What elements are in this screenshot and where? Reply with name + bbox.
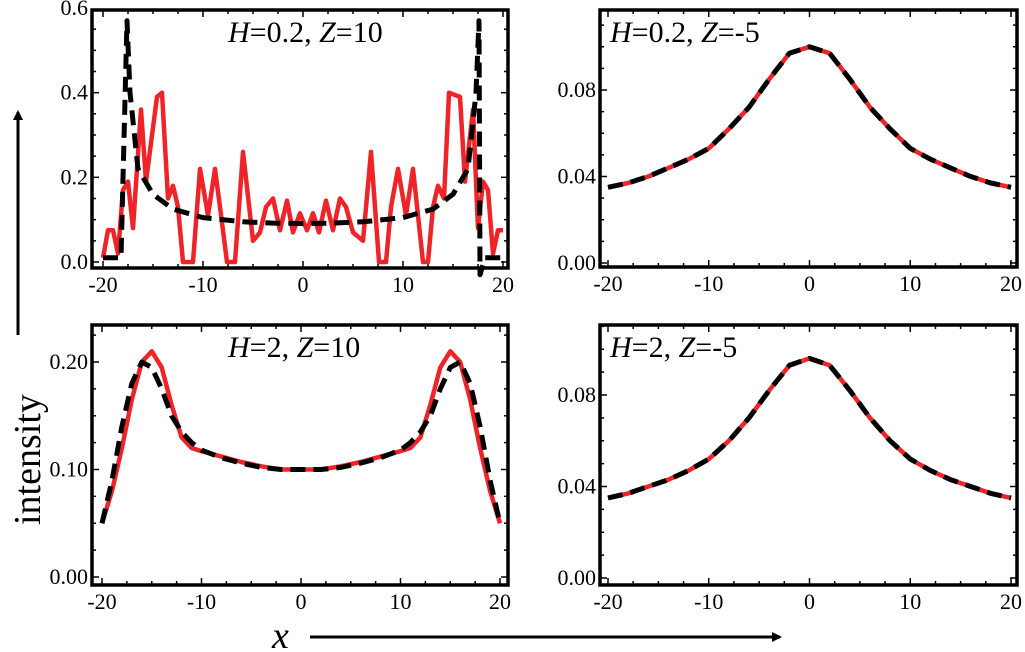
dashed-series-line	[607, 44, 1012, 190]
x-tick-label: 10	[899, 589, 921, 614]
panel-title: H=0.2, Z=-5	[609, 16, 760, 49]
y-axis-label: intensity	[7, 394, 49, 525]
dashed-series-line	[99, 359, 503, 524]
dashed-series-line	[103, 18, 503, 278]
plot-frame	[90, 8, 510, 270]
y-tick-label: 0.00	[50, 564, 89, 589]
x-tick-label: 20	[1000, 589, 1022, 614]
x-tick-label: 10	[390, 589, 412, 614]
y-tick-label: 0.2	[61, 164, 89, 189]
plot-frame	[598, 323, 1019, 587]
panel-4: -20 -10 0 10 20 0.00 0.04 0.08 H=2, Z=-5	[558, 323, 1022, 614]
y-tick-label: 0.00	[558, 565, 597, 590]
y-tick-label: 0.4	[61, 80, 89, 105]
x-tick-label: -20	[87, 589, 116, 614]
x-tick-label: 10	[899, 271, 921, 296]
x-tick-label: 10	[392, 272, 414, 297]
x-tick-label: 0	[804, 271, 815, 296]
x-tick-label: 20	[1000, 271, 1022, 296]
y-tick-label: 0.04	[558, 474, 597, 499]
x-tick-label: 0	[296, 589, 307, 614]
x-tick-label: 0	[804, 589, 815, 614]
y-tick-label: 0.10	[50, 457, 89, 482]
x-tick-label: -10	[188, 272, 217, 297]
panel-title: H=2, Z=-5	[609, 331, 737, 364]
x-tick-label: 20	[492, 272, 514, 297]
y-tick-label: 0.6	[61, 0, 89, 20]
panel-title: H=2, Z=10	[227, 331, 360, 364]
y-tick-label: 0.04	[558, 164, 597, 189]
y-tick-label: 0.20	[50, 349, 89, 374]
solid-series-line	[100, 90, 503, 265]
panel-2: -20 -10 0 10 20 0.00 0.04 0.08 H=0.2, Z=-5	[558, 8, 1022, 296]
x-tick-label: 0	[298, 272, 309, 297]
x-tick-label: -20	[593, 271, 622, 296]
dashed-series-line	[607, 355, 1012, 501]
y-tick-label: 0.00	[558, 250, 597, 275]
y-tick-label: 0.0	[61, 249, 89, 274]
panel-title: H=0.2, Z=10	[227, 16, 383, 49]
x-axis-label: x	[271, 615, 289, 652]
x-tick-label: -20	[88, 272, 117, 297]
x-tick-label: -10	[694, 271, 723, 296]
y-tick-label: 0.08	[558, 77, 597, 102]
panel-3: -20 -10 0 10 20 0.00 0.10 0.20 H=2, Z=10	[50, 323, 511, 614]
x-tick-label: -10	[694, 589, 723, 614]
panel-1: -20 -10 0 10 20 0.0 0.2 0.4 0.6 H=0.2, Z=10	[61, 0, 515, 297]
x-tick-label: -20	[593, 589, 622, 614]
plot-frame	[90, 323, 510, 587]
x-tick-label: -10	[187, 589, 216, 614]
y-tick-label: 0.08	[558, 382, 597, 407]
plot-frame	[598, 8, 1019, 269]
solid-series-line	[99, 349, 503, 524]
x-tick-label: 20	[489, 589, 511, 614]
